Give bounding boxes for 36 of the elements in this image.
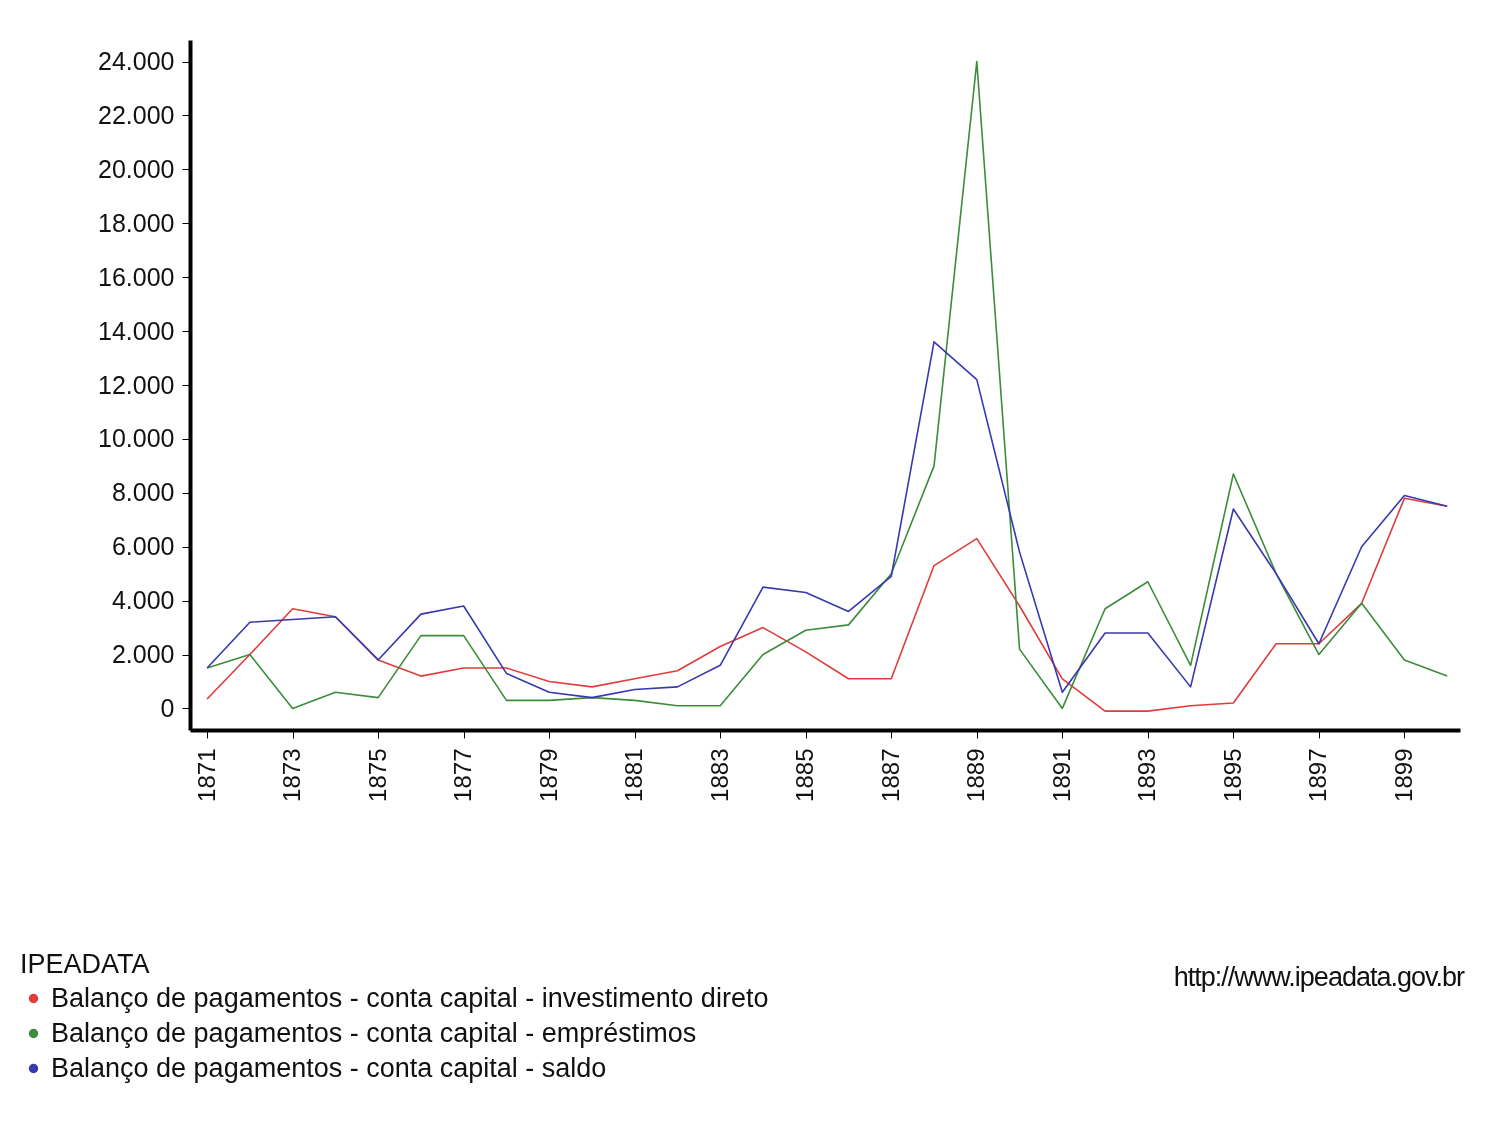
x-tick-label: 1897 (1304, 748, 1332, 802)
legend-label: Balanço de pagamentos - conta capital - saldo (51, 1052, 607, 1083)
legend-label: Balanço de pagamentos - conta capital - empréstimos (51, 1017, 697, 1048)
legend-label: Balanço de pagamentos - conta capital - investimento direto (51, 982, 769, 1013)
line-series (206, 60, 1448, 710)
x-tick-label: 1887 (876, 748, 904, 802)
x-tick-label: 1885 (791, 748, 819, 802)
y-tick-label: 2.000 (111, 640, 175, 669)
x-tick-label: 1871 (192, 748, 220, 802)
x-tick-label: 1895 (1218, 748, 1246, 802)
y-tick-label: 20.000 (98, 154, 175, 183)
y-tick-label: 22.000 (98, 100, 175, 129)
x-tick-label: 1881 (620, 748, 648, 802)
x-tick-label: 1873 (278, 748, 306, 802)
x-tick-label: 1889 (962, 748, 990, 802)
y-tick-label: 0 (160, 693, 175, 722)
y-tick-label: 16.000 (98, 262, 175, 291)
x-tick-label: 1879 (534, 748, 562, 802)
x-tick-label: 1893 (1133, 748, 1161, 802)
y-tick-label: 8.000 (111, 478, 175, 507)
x-tick-label: 1891 (1047, 748, 1075, 802)
text: http://www.ipeadata.gov.br (1173, 962, 1464, 993)
y-tick-label: 10.000 (98, 424, 175, 453)
y-tick-label: 12.000 (98, 370, 175, 399)
y-tick-label: 24.000 (98, 47, 175, 76)
line-series (206, 341, 1448, 699)
y-tick-label: 4.000 (111, 586, 175, 615)
x-tick-label: 1875 (363, 748, 391, 802)
x-tick-label: 1883 (705, 748, 733, 802)
y-tick-label: 18.000 (98, 208, 175, 237)
line-series (206, 497, 1448, 712)
x-tick-label: 1877 (449, 748, 477, 802)
y-tick-label: 14.000 (98, 316, 175, 345)
x-tick-label: 1899 (1389, 748, 1417, 802)
legend-title: IPEADATA (20, 949, 150, 979)
y-tick-label: 6.000 (111, 532, 175, 561)
